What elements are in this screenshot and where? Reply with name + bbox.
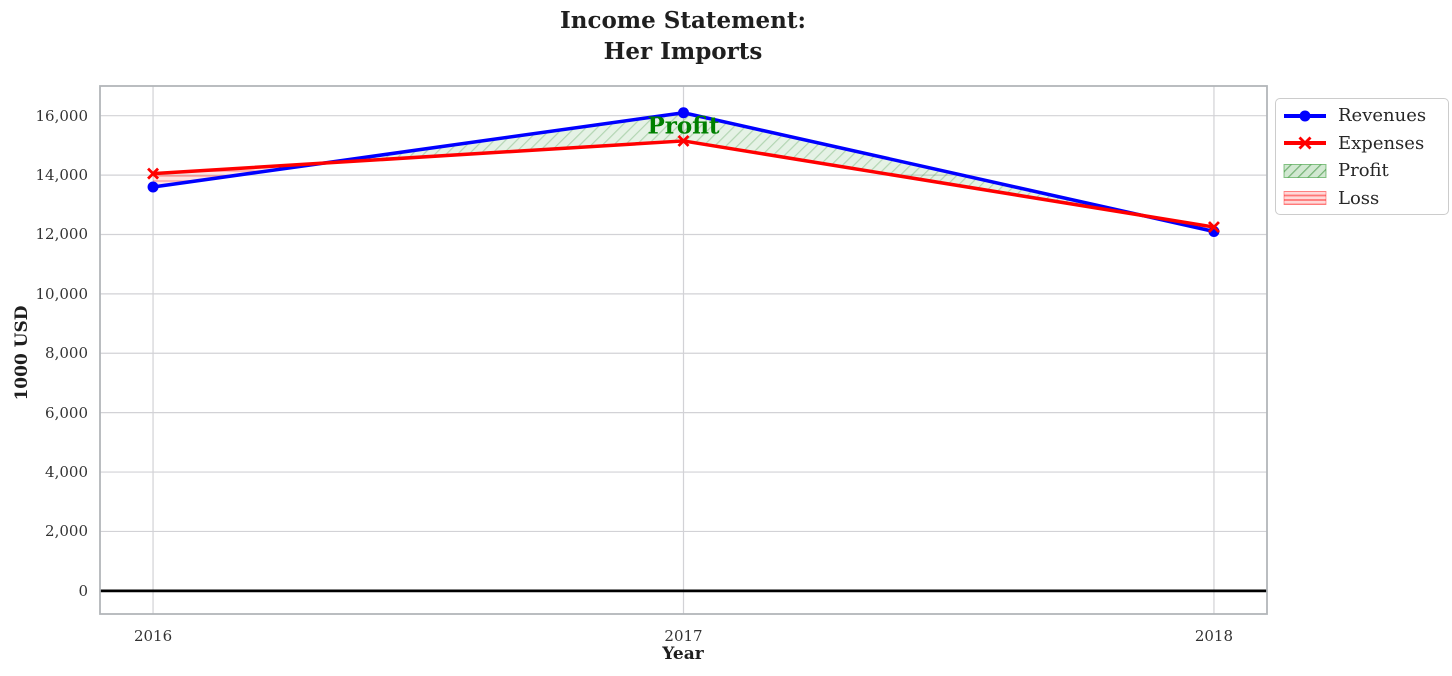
y-tick-label: 4,000 — [45, 463, 88, 482]
legend-label-expenses: Expenses — [1338, 132, 1425, 154]
legend-item-profit: Profit — [1282, 157, 1442, 185]
y-tick-label: 16,000 — [35, 106, 89, 125]
expenses-line-icon — [1284, 136, 1326, 150]
profit-hatch-icon — [1283, 163, 1327, 178]
legend-label-profit: Profit — [1338, 160, 1389, 182]
y-axis-label: 1000 USD — [12, 305, 32, 401]
y-tick-label: 10,000 — [35, 284, 89, 303]
y-tick-label: 0 — [78, 581, 88, 600]
revenues-line-icon — [1284, 110, 1326, 122]
legend-item-loss: Loss — [1282, 185, 1442, 213]
y-tick-label: 2,000 — [45, 522, 88, 541]
y-tick-label: 12,000 — [35, 225, 89, 244]
legend-item-expenses: Expenses — [1282, 130, 1442, 158]
x-axis-label: Year — [662, 644, 704, 664]
legend-item-revenues: Revenues — [1282, 102, 1442, 130]
loss-hatch-icon — [1283, 191, 1327, 206]
profit-annotation: Profit — [647, 112, 720, 140]
legend-label-revenues: Revenues — [1338, 105, 1427, 127]
x-tick-label: 2017 — [664, 627, 703, 645]
legend: Revenues Expenses Profit — [1275, 98, 1449, 215]
y-tick-label: 14,000 — [35, 166, 89, 185]
y-tick-label: 8,000 — [45, 344, 88, 363]
x-tick-label: 2016 — [133, 627, 173, 645]
chart-title: Income Statement: Her Imports — [559, 7, 806, 65]
legend-label-loss: Loss — [1338, 187, 1380, 209]
x-tick-label: 2018 — [1194, 627, 1234, 645]
y-tick-label: 6,000 — [45, 403, 88, 422]
